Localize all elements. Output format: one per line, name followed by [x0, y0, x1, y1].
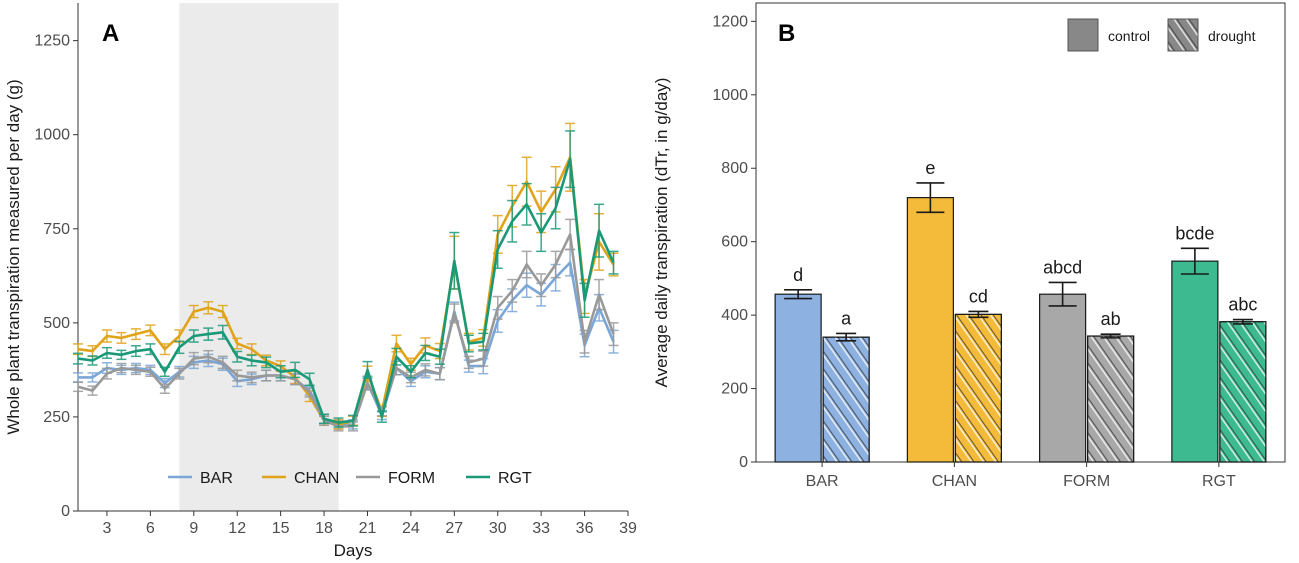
panel-b-y-tick-label: 800 — [721, 160, 748, 177]
significance-label-rgt-control: bcde — [1175, 223, 1214, 243]
panel-b-y-tick-label: 1200 — [712, 13, 748, 30]
panel-a-x-tick-label: 24 — [402, 520, 420, 537]
bar-hatch-form-drought — [1087, 335, 1135, 463]
significance-label-rgt-drought: abc — [1228, 295, 1257, 315]
legend-label-form: FORM — [388, 470, 435, 487]
significance-label-chan-control: e — [925, 158, 935, 178]
panel-a-legend: BAR CHAN FORM RGT — [168, 470, 532, 487]
drought-period-shading — [179, 3, 339, 511]
panel-a-x-tick-label: 18 — [315, 520, 333, 537]
series-bar — [73, 248, 619, 430]
series-chan — [73, 122, 619, 430]
significance-label-chan-drought: cd — [969, 286, 988, 306]
legend-label-control: control — [1108, 28, 1150, 44]
error-bar-chan-control — [916, 182, 945, 214]
series-rgt — [73, 130, 619, 428]
panel-a-x-tick-label: 9 — [189, 520, 198, 537]
legend-key-control — [1067, 18, 1099, 52]
panel-b-legend: control drought — [1067, 18, 1256, 52]
panel-a-y-tick-label: 750 — [43, 221, 70, 238]
legend-label-rgt: RGT — [498, 470, 532, 487]
panel-a-x-tick-label: 6 — [146, 520, 155, 537]
series-line-form — [77, 233, 615, 428]
bar-hatch-bar-drought — [822, 336, 870, 463]
panel-b-label: B — [778, 20, 795, 47]
panel-b-frame — [755, 2, 1286, 463]
error-bar-chan-drought — [968, 310, 989, 319]
panel-a-y-tick-label: 1250 — [34, 33, 70, 50]
legend-label-drought: drought — [1208, 28, 1256, 44]
bar-bar-control — [774, 293, 822, 463]
panel-b-y-tick-label: 0 — [739, 454, 748, 471]
panel-b-y-tick-label: 200 — [721, 381, 748, 398]
panel-b-y-tick-label: 400 — [721, 307, 748, 324]
significance-label-bar-drought: a — [841, 308, 852, 328]
panel-a-y-tick-label: 0 — [61, 503, 70, 520]
series-form — [73, 218, 619, 432]
panel-b-x-tick-label: CHAN — [932, 473, 977, 490]
error-bar-rgt — [73, 352, 83, 365]
series-line-rgt — [77, 157, 615, 424]
panel-b-x-tick-label: FORM — [1063, 473, 1110, 490]
significance-label-bar-control: d — [793, 265, 803, 285]
panel-b-x-tick-label: RGT — [1202, 473, 1236, 490]
error-bar-bar-drought — [836, 332, 857, 342]
panel-a-label: A — [102, 20, 119, 47]
bar-rgt-control — [1171, 260, 1219, 463]
legend-label-bar: BAR — [200, 470, 233, 487]
bar-hatch-rgt-drought — [1219, 321, 1267, 463]
panel-a-x-tick-label: 21 — [359, 520, 377, 537]
panel-a-x-tick-label: 30 — [489, 520, 507, 537]
significance-label-form-control: abcd — [1043, 257, 1082, 277]
panel-a-y-tick-label: 1000 — [34, 127, 70, 144]
error-bar-rgt-drought — [1232, 318, 1253, 325]
series-line-bar — [78, 261, 615, 426]
panel-a-x-tick-label: 3 — [102, 520, 111, 537]
error-bar-form-control — [1048, 281, 1077, 307]
panel-a-x-tick-label: 36 — [576, 520, 594, 537]
panel-a-y-tick-label: 500 — [43, 315, 70, 332]
panel-b-y-tick-label: 1000 — [712, 87, 748, 104]
panel-a-x-tick-label: 15 — [272, 520, 290, 537]
panel-a-x-tick-label: 12 — [228, 520, 246, 537]
panel-b-bar-chart: 0 200 400 600 800 1000 1200 Average daily trans… — [652, 2, 1286, 490]
panel-a-x-tick-label: 33 — [532, 520, 550, 537]
error-bar-rgt — [608, 250, 619, 275]
legend-key-drought — [1167, 18, 1199, 52]
panel-b-x-tick-label: BAR — [806, 473, 839, 490]
panel-a-y-axis-title: Whole plant transpiration measured per d… — [4, 79, 23, 434]
panel-a-x-tick-label: 39 — [619, 520, 637, 537]
error-bar-form-drought — [1100, 333, 1121, 339]
panel-b-y-axis-title: Average daily transpiration (dTr, in g/d… — [652, 78, 671, 388]
bar-form-control — [1039, 293, 1087, 463]
bar-hatch-chan-drought — [954, 313, 1002, 463]
error-bar-rgt-control — [1180, 247, 1209, 275]
panel-a-y-tick-label: 250 — [43, 409, 70, 426]
significance-label-form-drought: ab — [1101, 309, 1121, 329]
error-bar-bar-control — [784, 288, 813, 300]
bar-chan-control — [906, 197, 954, 463]
panel-a-x-tick-label: 27 — [445, 520, 463, 537]
panel-b-y-tick-label: 600 — [721, 234, 748, 251]
panel-a-x-axis-title: Days — [334, 541, 373, 560]
legend-label-chan: CHAN — [294, 470, 339, 487]
